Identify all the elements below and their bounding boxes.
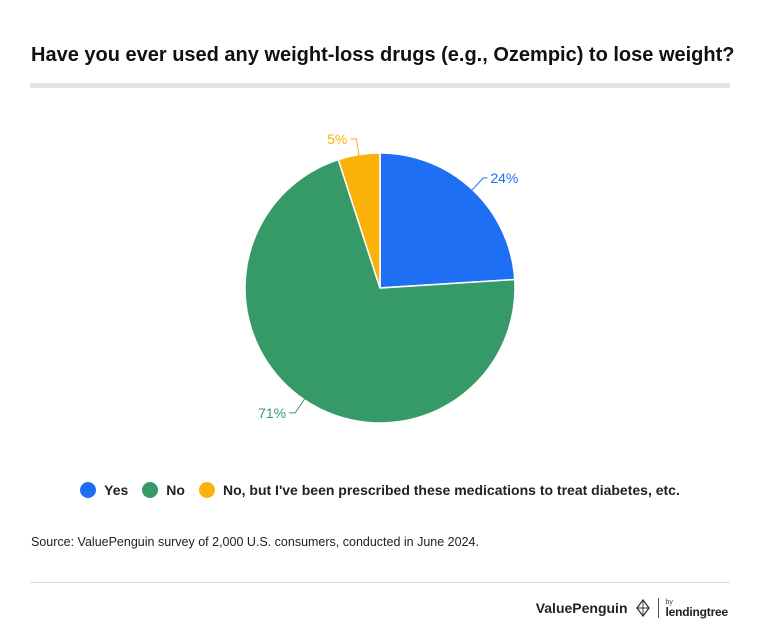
data-label-prescribed: 5% [327,131,347,147]
valuepenguin-logo-text: ValuePenguin [535,600,628,616]
legend-swatch-yes [80,482,97,498]
data-label-yes: 24% [490,170,518,186]
leader-line-no [289,397,306,414]
legend: Yes No No, but I've been prescribed thes… [0,482,760,498]
brand-separator [657,598,659,618]
title-divider [30,83,730,88]
leader-line-prescribed [350,138,360,157]
legend-item-no[interactable]: No [142,482,185,498]
by-text: by [665,598,673,606]
legend-label-no: No [166,482,185,498]
lendingtree-logo-text: lendingtree [665,604,729,619]
source-note: Source: ValuePenguin survey of 2,000 U.S… [31,535,479,549]
leader-line-yes [470,177,488,192]
legend-item-prescribed[interactable]: No, but I've been prescribed these medic… [198,482,680,498]
legend-label-yes: Yes [104,482,129,498]
pie-chart: 24% 71% 5% [244,131,518,424]
penguin-logo-icon [635,599,650,617]
footer-divider [30,582,730,583]
legend-swatch-prescribed [198,482,215,498]
legend-swatch-no [142,482,159,498]
legend-label-prescribed: No, but I've been prescribed these medic… [222,482,680,498]
chart-title: Have you ever used any weight-loss drugs… [31,44,735,66]
lendingtree-logo: by lendingtree [665,598,729,619]
brand-footer: ValuePenguin by lendingtree [536,598,728,618]
legend-item-yes[interactable]: Yes [80,482,128,498]
data-label-no: 71% [258,405,286,421]
